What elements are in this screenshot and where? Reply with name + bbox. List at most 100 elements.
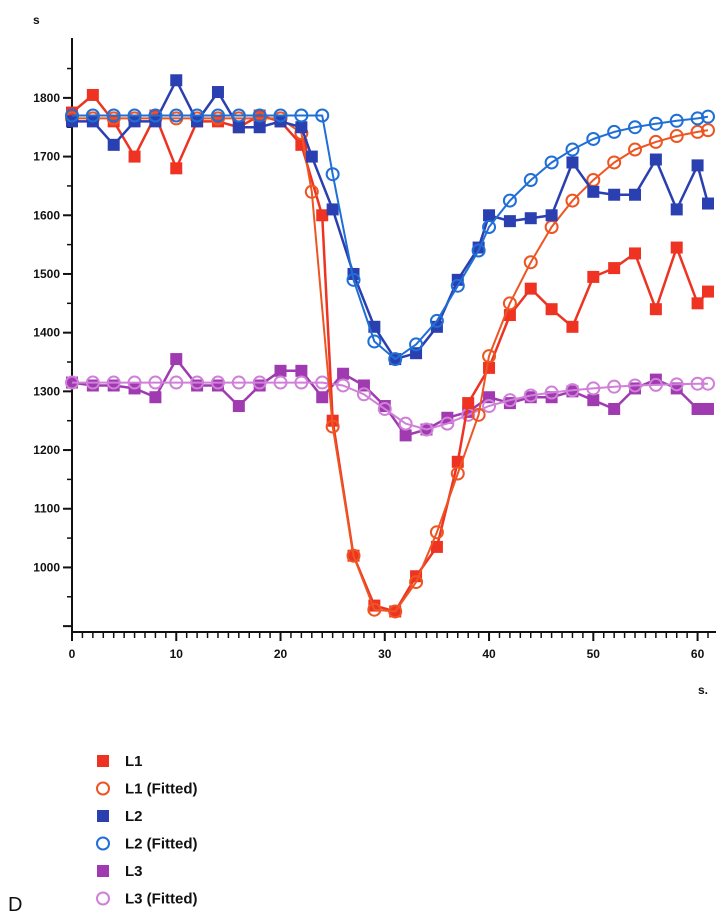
legend-item: L1 (Fitted) [96,781,198,798]
fitted-point [482,399,497,414]
data-point [629,247,642,260]
fitted-point [523,255,538,270]
legend-marker [96,781,110,796]
fitted-point [367,602,382,617]
fitted-point [628,120,643,135]
fitted-point [701,376,715,391]
fitted-point [106,108,121,123]
fitted-point [325,419,340,434]
fitted-point [701,123,715,138]
data-point [545,209,558,222]
data-point [608,262,621,275]
fitted-point [273,108,288,123]
series-line [72,79,710,361]
data-point [691,159,704,172]
legend-label: L3 [125,863,143,880]
series-l3 [66,353,714,442]
data-point [128,150,141,163]
fitted-point [669,113,684,128]
fitted-point [690,124,705,139]
data-point [691,297,704,310]
data-point [316,209,329,222]
fitted-point [648,116,663,131]
x-axis-label: s. [698,683,708,697]
y-tick-label: 1000 [33,560,60,574]
fitted-point [388,352,403,367]
data-point [86,88,99,101]
data-point [670,241,683,254]
fitted-point [502,296,517,311]
fitted-point [648,377,663,392]
fitted-point [690,376,705,391]
fitted-point [669,129,684,144]
data-point [337,367,350,380]
data-point [524,212,537,225]
data-point [691,402,704,415]
data-point [107,138,120,151]
fitted-point [669,377,684,392]
data-point [629,188,642,201]
fitted-point [85,375,100,390]
fitted-point [450,278,465,293]
data-point [295,364,308,377]
data-point [587,270,600,283]
x-tick-label: 10 [170,647,184,661]
legend-item: L2 (Fitted) [96,836,198,853]
series-line [72,114,709,361]
y-tick-label: 1400 [33,326,60,340]
fitted-point [607,124,622,139]
fitted-point [325,167,340,182]
data-point [232,400,245,413]
fitted-point [294,108,309,123]
data-point [649,153,662,166]
fitted-point [346,548,361,563]
data-point [170,353,183,366]
data-point [702,402,714,415]
data-point [587,185,600,198]
fitted-point [628,378,643,393]
fitted-point [523,173,538,188]
legend-item: L3 (Fitted) [96,891,198,908]
fitted-point [304,184,319,199]
fitted-point [471,407,486,422]
y-tick-label: 1200 [33,443,60,457]
fitted-point [169,108,184,123]
x-tick-label: 30 [378,647,392,661]
data-point [326,203,339,216]
fitted-point [377,401,392,416]
data-point [399,429,412,442]
legend-label: L1 (Fitted) [125,781,198,798]
fitted-point [148,375,163,390]
fitted-point [398,416,413,431]
data-point [483,361,496,374]
legend-marker [97,865,109,877]
legend-label: L1 [125,753,143,770]
y-tick-label: 1700 [33,150,60,164]
data-point [253,379,266,392]
data-point [316,391,329,404]
fitted-point [85,108,100,123]
fitted-point [523,388,538,403]
data-point [305,150,318,163]
data-point [566,156,579,169]
data-point [566,320,579,333]
series-line [72,381,708,431]
data-point [462,397,475,410]
data-point [503,215,516,228]
fitted-point [544,385,559,400]
fitted-point [440,416,455,431]
fitted-point [231,375,246,390]
data-point [430,540,443,553]
series-l3-fitted [65,375,715,437]
fitted-point [127,108,142,123]
fitted-point [294,375,309,390]
fitted-point [429,313,444,328]
data-point [503,397,516,410]
fitted-point [210,375,225,390]
data-point [608,188,621,201]
fitted-point [409,575,424,590]
y-tick-label: 1500 [33,267,60,281]
fitted-point [210,108,225,123]
fitted-point [127,375,142,390]
